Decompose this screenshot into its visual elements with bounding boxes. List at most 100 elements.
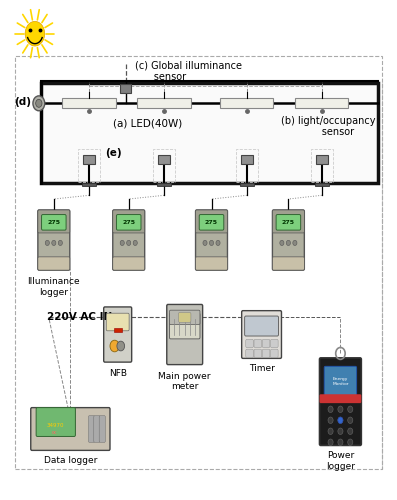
FancyBboxPatch shape [199,214,224,230]
Bar [119,84,131,94]
Bar [15,56,382,469]
FancyBboxPatch shape [170,313,200,339]
Bar [241,155,253,164]
FancyBboxPatch shape [242,310,281,358]
FancyBboxPatch shape [270,349,278,358]
Text: (a) LED(40W): (a) LED(40W) [113,118,182,128]
FancyBboxPatch shape [89,416,94,442]
Circle shape [338,417,343,424]
Circle shape [338,406,343,412]
Circle shape [338,428,343,434]
Circle shape [210,240,214,246]
FancyBboxPatch shape [246,340,253,347]
Circle shape [58,240,62,246]
Text: (b) light/occupancy
      sensor: (b) light/occupancy sensor [281,116,376,138]
FancyBboxPatch shape [272,257,304,270]
Circle shape [348,417,353,424]
Text: Energy
Monitor: Energy Monitor [332,377,349,386]
FancyBboxPatch shape [113,210,145,270]
Circle shape [36,100,42,108]
FancyBboxPatch shape [272,210,304,233]
Circle shape [117,341,125,351]
Bar [315,183,329,186]
Bar [137,98,191,108]
Text: Timer: Timer [249,364,274,374]
Circle shape [203,240,207,246]
FancyBboxPatch shape [38,210,70,270]
Text: 220V AC IN: 220V AC IN [47,312,112,322]
Bar [311,148,333,182]
Text: Main power
meter: Main power meter [158,372,211,391]
FancyBboxPatch shape [99,416,105,442]
Text: 275: 275 [47,220,60,225]
Circle shape [280,240,284,246]
Circle shape [133,240,137,246]
FancyBboxPatch shape [262,340,270,347]
Circle shape [286,240,291,246]
Text: (c) Global illuminance
      sensor: (c) Global illuminance sensor [135,60,243,82]
FancyBboxPatch shape [320,394,361,403]
Circle shape [348,428,353,434]
FancyBboxPatch shape [320,358,361,446]
Bar [114,328,121,332]
Circle shape [328,428,333,434]
FancyBboxPatch shape [246,349,253,358]
Bar [220,98,274,108]
Bar [62,98,116,108]
FancyBboxPatch shape [31,408,110,451]
Circle shape [338,439,343,446]
Text: 275: 275 [122,220,135,225]
Bar [153,148,175,182]
FancyBboxPatch shape [196,210,227,270]
Bar [236,148,258,182]
Bar [158,155,170,164]
Circle shape [33,96,45,111]
FancyBboxPatch shape [270,340,278,347]
Bar [295,98,348,108]
FancyBboxPatch shape [104,307,132,362]
FancyBboxPatch shape [38,257,70,270]
Bar [41,84,378,183]
Circle shape [52,240,56,246]
FancyBboxPatch shape [245,316,278,336]
FancyBboxPatch shape [196,257,227,270]
Text: 275: 275 [282,220,295,225]
FancyBboxPatch shape [106,313,129,331]
Text: 275: 275 [205,220,218,225]
FancyBboxPatch shape [276,214,301,230]
Text: (d): (d) [15,98,32,108]
FancyBboxPatch shape [116,214,141,230]
Bar [78,148,100,182]
Text: NFB: NFB [109,370,127,378]
Circle shape [45,240,49,246]
Circle shape [127,240,131,246]
FancyBboxPatch shape [179,312,191,322]
Circle shape [348,439,353,446]
Circle shape [338,417,343,424]
Circle shape [25,22,44,46]
Text: Power
logger: Power logger [326,452,355,471]
Text: 34970: 34970 [46,422,64,428]
FancyBboxPatch shape [38,210,70,233]
Circle shape [328,439,333,446]
FancyBboxPatch shape [167,304,202,364]
Circle shape [120,240,124,246]
Circle shape [348,406,353,412]
FancyBboxPatch shape [36,408,75,436]
Bar [83,155,95,164]
Circle shape [328,417,333,424]
FancyBboxPatch shape [113,257,145,270]
FancyBboxPatch shape [170,310,200,324]
Text: oc: oc [52,430,58,434]
FancyBboxPatch shape [272,210,304,270]
Bar [157,183,171,186]
FancyBboxPatch shape [94,416,100,442]
Bar [240,183,254,186]
FancyBboxPatch shape [254,349,262,358]
FancyBboxPatch shape [196,210,227,233]
Text: Data logger: Data logger [44,456,97,466]
Text: (e): (e) [105,148,121,158]
FancyBboxPatch shape [42,214,66,230]
Bar [316,155,328,164]
Text: Illuminance
logger: Illuminance logger [27,278,80,296]
